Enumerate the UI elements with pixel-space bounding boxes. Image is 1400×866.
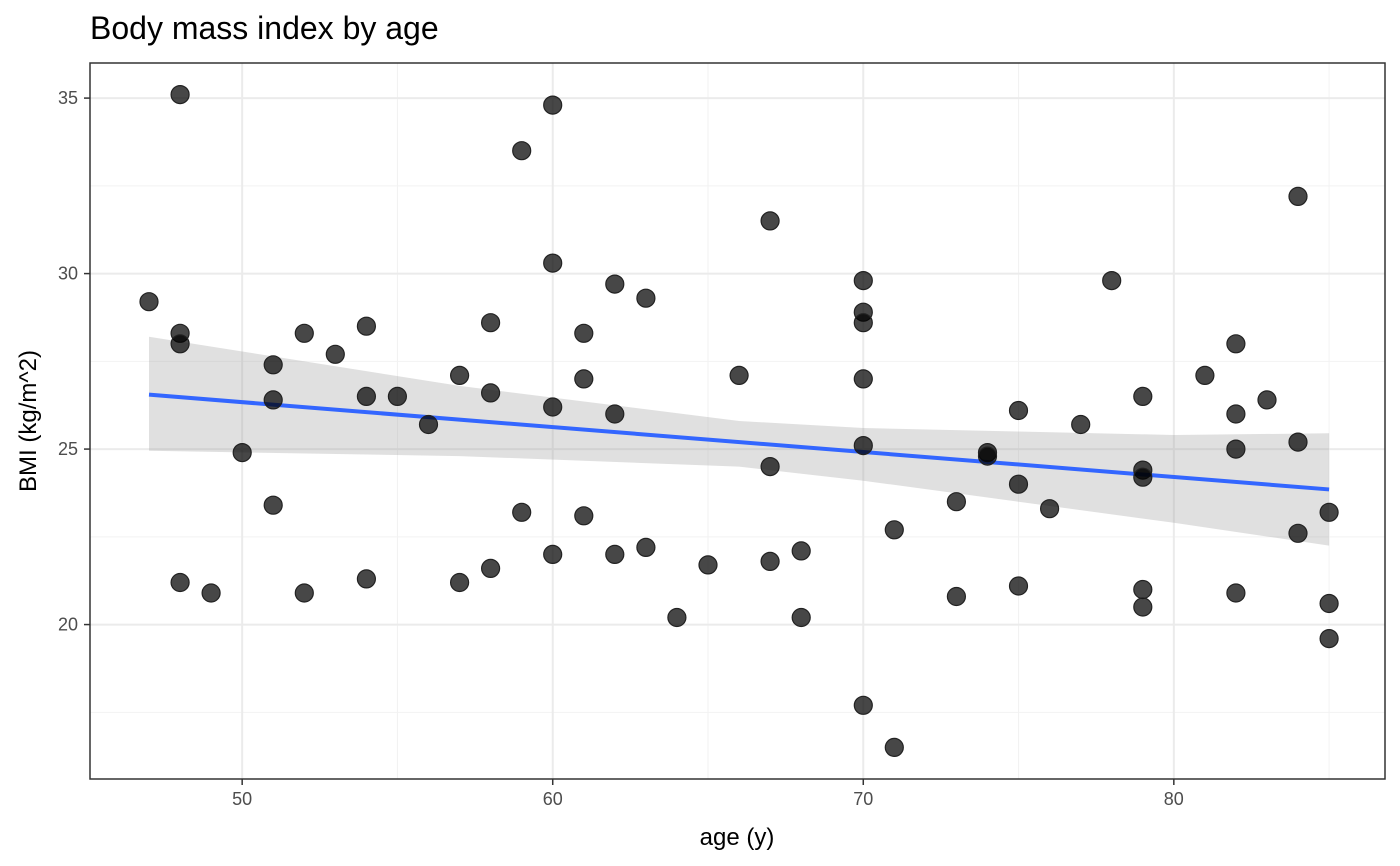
data-point [387,386,407,406]
data-point [1008,474,1029,494]
x-axis-label: age (y) [700,824,775,851]
data-point [512,141,532,161]
x-axis-ticks: 50 60 70 80 [232,779,1184,809]
data-point [1071,414,1091,435]
data-point [853,695,873,715]
data-point [356,386,376,406]
data-points [139,84,1339,758]
y-axis-label: BMI (kg/m^2) [15,350,42,492]
data-point [1288,432,1308,452]
data-point [791,541,811,561]
data-point [543,95,563,115]
data-point [170,572,190,593]
x-tick-label: 70 [853,789,873,809]
data-point [760,211,780,231]
data-point [481,313,501,333]
data-point [791,607,811,628]
data-point [170,84,190,105]
data-point [450,572,470,593]
panel-border [89,62,1386,780]
data-point [356,316,376,336]
data-point [574,369,594,389]
data-point [1133,386,1153,406]
data-point [698,555,718,575]
data-point [636,537,656,558]
data-point [1039,499,1060,519]
data-point [263,495,283,515]
data-point [356,569,376,589]
data-point [884,520,904,540]
y-tick-label: 30 [58,264,78,284]
data-point [263,390,283,410]
data-point [667,607,687,628]
data-point [1257,390,1277,410]
data-point [853,271,873,291]
data-point [636,288,656,308]
data-point [574,506,594,526]
data-point [418,414,439,435]
data-point [1226,439,1246,459]
data-point [1133,579,1153,600]
data-point [946,586,967,607]
data-point [760,457,780,477]
x-tick-label: 80 [1164,789,1184,809]
data-point [1008,576,1029,596]
data-point [1226,334,1246,354]
chart-title: Body mass index by age [90,10,439,46]
data-point [543,544,563,565]
y-axis-ticks: 20 25 30 35 [58,88,90,635]
data-point [481,558,501,579]
y-tick-label: 25 [58,439,78,459]
data-point [543,397,563,417]
data-point [1319,593,1339,614]
data-point [605,274,625,294]
data-point [729,365,749,385]
data-point [853,369,873,389]
data-point [450,365,470,385]
data-point [1226,404,1246,424]
x-tick-label: 60 [543,789,563,809]
data-point [481,383,501,403]
data-point [1319,628,1339,649]
data-point [853,313,873,333]
data-point [1226,583,1246,603]
data-point [574,323,594,343]
data-point [139,292,159,312]
data-point [1133,597,1153,617]
regression-line [148,392,1330,492]
major-gridlines [90,63,1385,779]
data-point [977,446,998,466]
minor-gridlines [90,63,1385,779]
x-tick-label: 50 [232,789,252,809]
data-point [170,334,190,354]
data-point [1319,502,1339,522]
y-tick-label: 35 [58,88,78,108]
data-point [325,344,345,364]
data-point [263,355,283,375]
data-point [605,544,625,565]
data-point [232,443,252,463]
data-point [605,404,625,424]
data-point [1102,271,1122,291]
data-point [201,583,221,603]
data-point [1195,365,1215,385]
data-point [1288,523,1308,543]
data-point [1008,400,1029,421]
data-point [1288,186,1308,206]
y-tick-label: 20 [58,615,78,635]
data-point [294,323,314,343]
data-point [946,492,967,512]
data-point [760,551,780,572]
fit-line-layer [148,392,1330,492]
data-point [543,253,563,273]
data-point [884,737,904,758]
data-point [512,502,532,522]
data-point [1133,467,1153,487]
data-point [294,583,314,603]
data-point [853,436,873,456]
